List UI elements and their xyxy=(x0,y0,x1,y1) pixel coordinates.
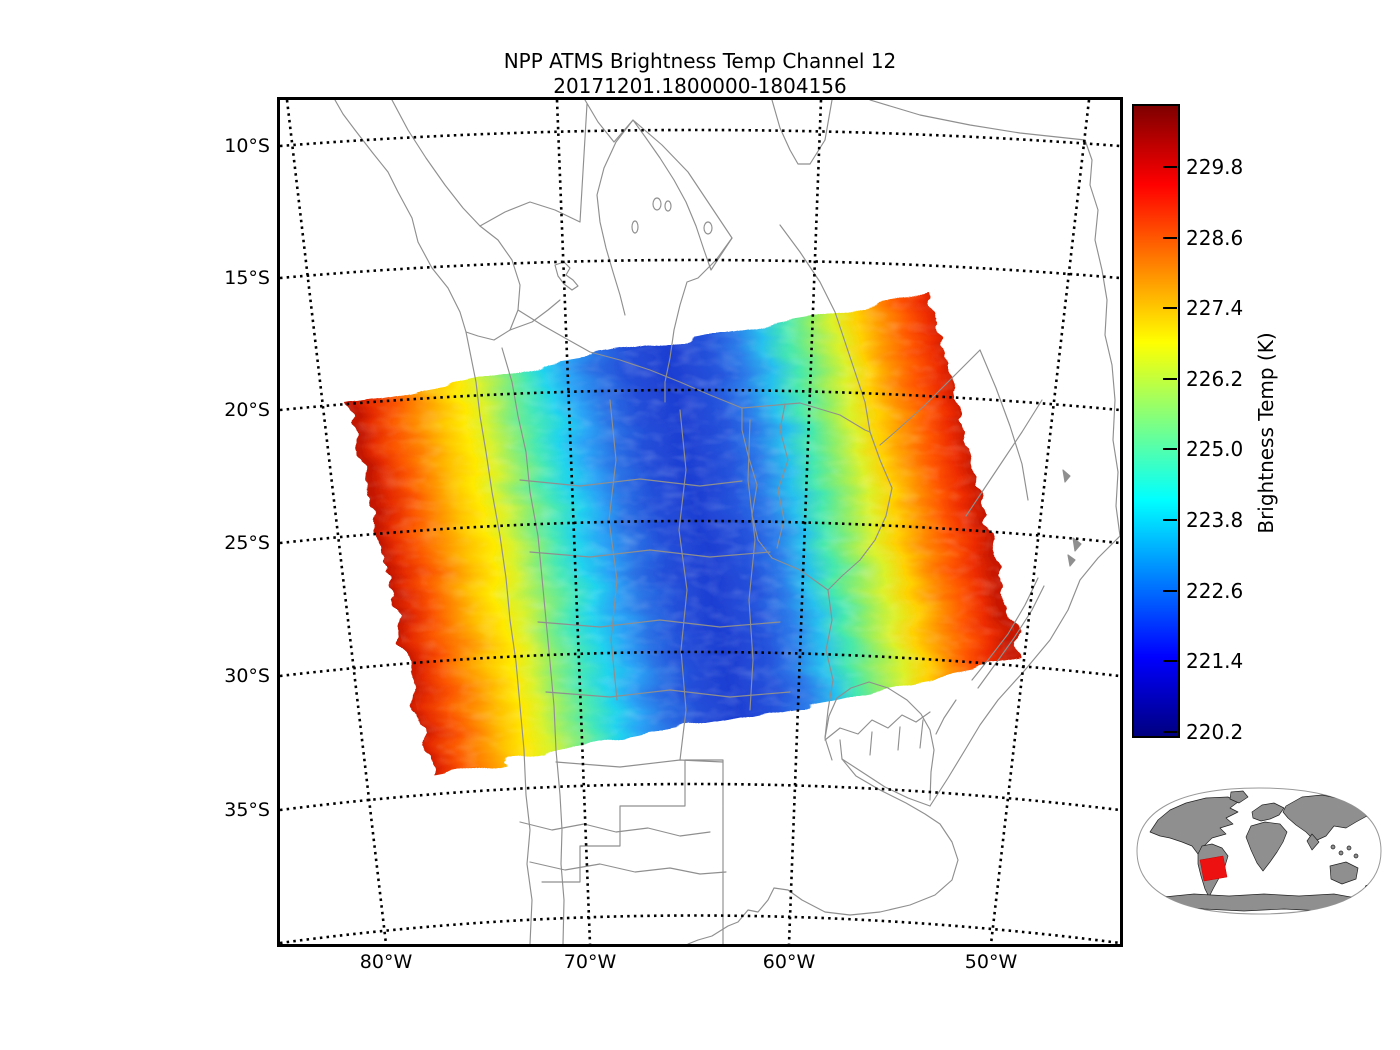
coastlines-borders xyxy=(334,99,1121,945)
colorbar-tick xyxy=(1163,660,1177,662)
lat-tick-label: 30°S xyxy=(224,665,270,687)
globe-continents xyxy=(1149,790,1369,912)
lat-tick-label: 25°S xyxy=(224,532,270,554)
colorbar-tick-label: 227.4 xyxy=(1186,296,1244,320)
colorbar-tick-label: 220.2 xyxy=(1186,720,1244,744)
map-plot-area xyxy=(277,97,1123,947)
swath-footprint-highlight xyxy=(1199,855,1228,882)
colorbar-tick xyxy=(1163,519,1177,521)
colorbar-tick-label: 223.8 xyxy=(1186,508,1244,532)
lat-tick-label: 35°S xyxy=(224,799,270,821)
lat-tick-label: 20°S xyxy=(224,399,270,421)
satellite-swath xyxy=(348,294,1022,775)
colorbar-tick-label: 225.0 xyxy=(1186,437,1244,461)
lon-tick-label: 80°W xyxy=(359,951,413,973)
graticule xyxy=(279,99,1121,945)
colorbar xyxy=(1132,104,1180,738)
map-canvas xyxy=(279,99,1121,945)
colorbar-tick xyxy=(1163,237,1177,239)
colorbar-tick-label: 229.8 xyxy=(1186,155,1244,179)
lon-tick-label: 60°W xyxy=(762,951,816,973)
colorbar-tick xyxy=(1163,307,1177,309)
colorbar-tick xyxy=(1163,448,1177,450)
lat-tick-label: 10°S xyxy=(224,135,270,157)
colorbar-tick-label: 221.4 xyxy=(1186,649,1244,673)
colorbar-tick-label: 222.6 xyxy=(1186,579,1244,603)
lon-tick-label: 50°W xyxy=(964,951,1018,973)
lat-tick-label: 15°S xyxy=(224,267,270,289)
colorbar-tick-label: 226.2 xyxy=(1186,367,1244,391)
lon-tick-label: 70°W xyxy=(563,951,617,973)
chart-subtitle: 20171201.1800000-1804156 xyxy=(553,74,847,98)
colorbar-tick-label: 228.6 xyxy=(1186,226,1244,250)
colorbar-tick xyxy=(1163,166,1177,168)
colorbar-tick xyxy=(1163,731,1177,733)
colorbar-tick xyxy=(1163,590,1177,592)
colorbar-tick xyxy=(1163,378,1177,380)
colorbar-axis-label: Brightness Temp (K) xyxy=(1254,332,1278,534)
chart-title: NPP ATMS Brightness Temp Channel 12 xyxy=(503,49,897,73)
globe-inset xyxy=(1136,787,1382,915)
